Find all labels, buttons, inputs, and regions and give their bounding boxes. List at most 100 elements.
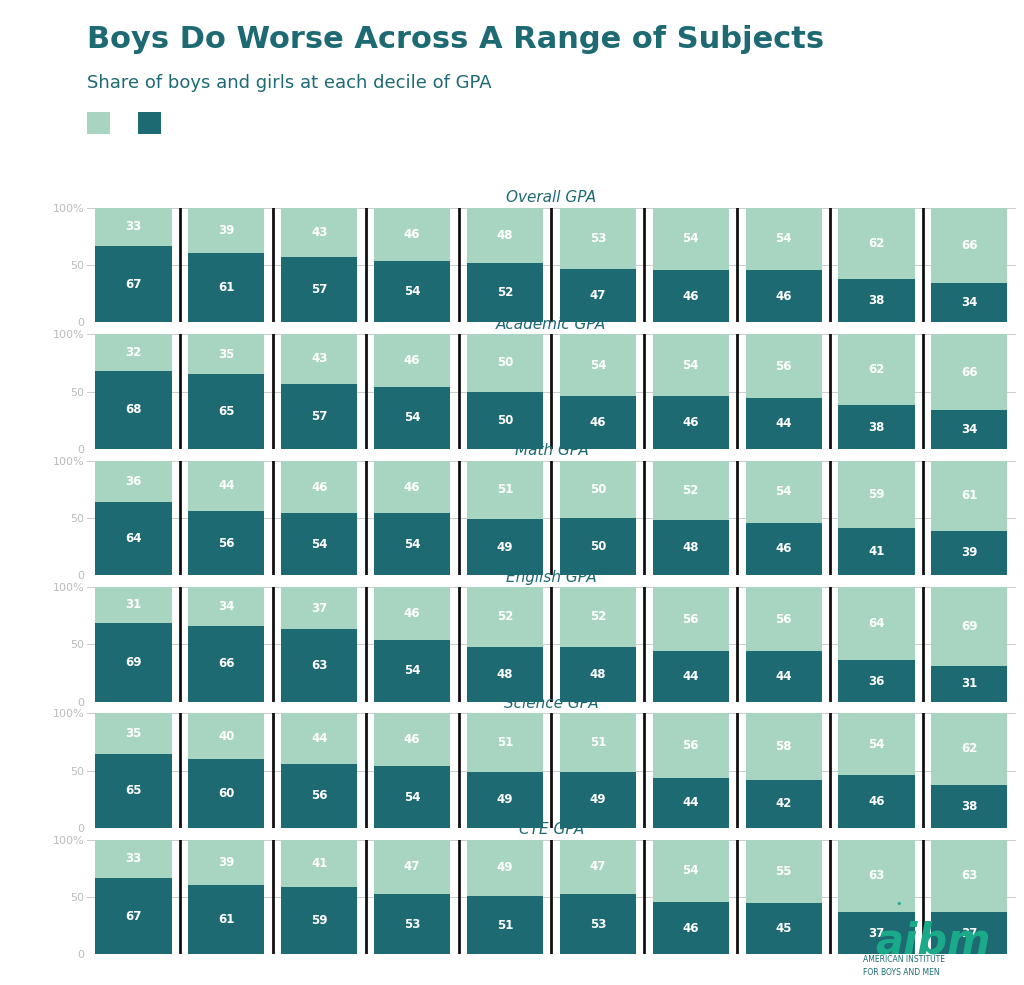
Bar (188, 334, 264, 374)
Text: 54: 54 (403, 664, 421, 678)
Bar (560, 713, 636, 772)
Bar (374, 387, 451, 449)
Text: 46: 46 (311, 481, 328, 493)
Bar (282, 208, 357, 257)
Bar (467, 519, 543, 575)
Text: Boys Do Worse Across A Range of Subjects: Boys Do Worse Across A Range of Subjects (87, 25, 824, 53)
Text: 64: 64 (868, 618, 885, 630)
Text: 61: 61 (218, 913, 234, 926)
Bar (931, 587, 1008, 666)
Title: Academic GPA: Academic GPA (497, 317, 606, 332)
Text: 44: 44 (775, 670, 792, 683)
Text: 58: 58 (775, 740, 792, 754)
Bar (745, 522, 821, 575)
Text: 41: 41 (868, 546, 885, 558)
Text: Share of boys and girls at each decile of GPA: Share of boys and girls at each decile o… (87, 74, 492, 92)
Text: 54: 54 (403, 791, 421, 804)
Text: 59: 59 (311, 914, 328, 927)
Bar (652, 334, 729, 396)
Text: 46: 46 (682, 922, 699, 935)
Text: 51: 51 (497, 919, 513, 932)
Bar (652, 461, 729, 520)
Text: 36: 36 (868, 675, 885, 688)
Bar (560, 587, 636, 646)
Bar (374, 334, 451, 387)
Bar (374, 766, 451, 828)
Bar (652, 840, 729, 901)
Title: Overall GPA: Overall GPA (506, 190, 597, 205)
Bar (467, 713, 543, 772)
Text: 54: 54 (682, 232, 699, 245)
Bar (745, 270, 821, 322)
Bar (931, 531, 1008, 575)
Text: 52: 52 (683, 484, 699, 497)
Text: 31: 31 (125, 598, 141, 612)
Text: 43: 43 (311, 226, 328, 239)
Bar (745, 398, 821, 449)
Bar (652, 901, 729, 954)
Bar (839, 208, 914, 279)
Text: 54: 54 (682, 359, 699, 371)
Bar (188, 511, 264, 575)
Bar (839, 587, 914, 660)
Bar (188, 885, 264, 954)
Text: 65: 65 (218, 405, 234, 418)
Bar (652, 777, 729, 828)
Text: 56: 56 (311, 789, 328, 803)
Text: 54: 54 (403, 538, 421, 551)
Bar (560, 396, 636, 449)
Bar (374, 713, 451, 766)
Bar (282, 461, 357, 513)
Bar (560, 893, 636, 954)
Bar (188, 759, 264, 828)
Text: 48: 48 (682, 541, 699, 555)
Bar (95, 502, 172, 575)
Bar (188, 840, 264, 885)
Bar (467, 840, 543, 896)
Bar (467, 772, 543, 828)
Text: 52: 52 (590, 611, 606, 624)
Text: 67: 67 (125, 278, 141, 291)
Text: 46: 46 (403, 607, 421, 620)
Text: 46: 46 (868, 795, 885, 809)
Bar (467, 587, 543, 646)
Text: 46: 46 (682, 290, 699, 302)
Text: 62: 62 (868, 363, 885, 376)
Bar (467, 391, 543, 449)
Bar (931, 840, 1008, 912)
Text: 53: 53 (403, 918, 420, 931)
Bar (282, 629, 357, 701)
Text: 33: 33 (125, 221, 141, 233)
Bar (560, 840, 636, 893)
Text: 63: 63 (311, 659, 328, 672)
Text: 46: 46 (403, 481, 421, 493)
Text: 44: 44 (682, 670, 699, 683)
Bar (745, 840, 821, 903)
Bar (839, 660, 914, 701)
Text: 62: 62 (962, 743, 978, 755)
Text: 34: 34 (218, 600, 234, 613)
Bar (652, 270, 729, 322)
Bar (282, 713, 357, 764)
Text: 39: 39 (962, 547, 978, 559)
Text: 66: 66 (218, 657, 234, 671)
Text: 38: 38 (868, 421, 885, 433)
Bar (188, 626, 264, 701)
Text: 44: 44 (775, 417, 792, 430)
Text: 53: 53 (590, 918, 606, 931)
Text: 63: 63 (962, 870, 978, 883)
Text: 65: 65 (125, 784, 141, 797)
Text: 34: 34 (962, 423, 978, 435)
Bar (374, 893, 451, 954)
Text: 42: 42 (775, 798, 792, 811)
Bar (95, 623, 172, 701)
Text: 56: 56 (775, 360, 792, 373)
Bar (560, 334, 636, 396)
Text: 67: 67 (125, 909, 141, 923)
Bar (374, 461, 451, 513)
Text: 34: 34 (962, 296, 978, 309)
Bar (931, 410, 1008, 449)
Text: 36: 36 (125, 475, 141, 488)
Bar (95, 713, 172, 754)
Text: 39: 39 (218, 856, 234, 869)
